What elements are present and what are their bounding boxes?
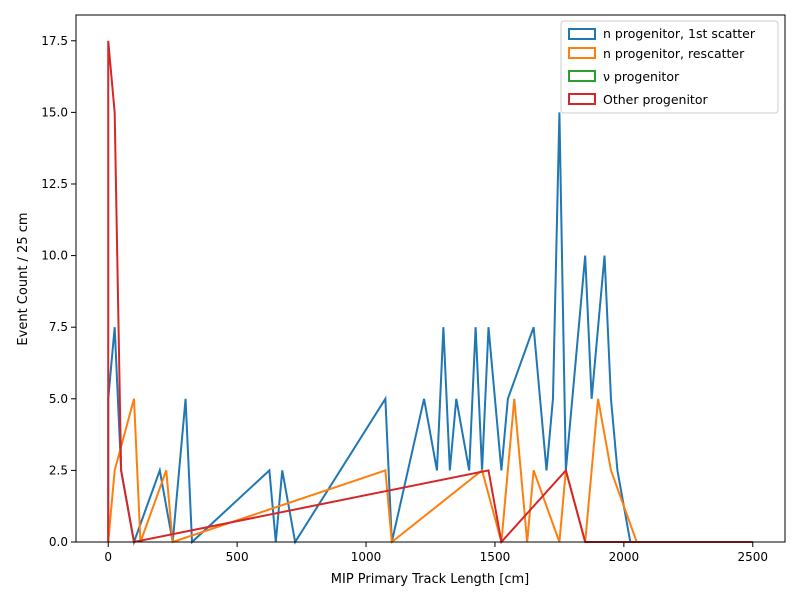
y-tick-label: 10.0 bbox=[41, 249, 68, 263]
x-ticks: 0 500 1000 1500 2000 2500 bbox=[104, 542, 768, 564]
legend-entry-n-1st-scatter: n progenitor, 1st scatter bbox=[568, 26, 756, 41]
legend-entry-n-rescatter: n progenitor, rescatter bbox=[568, 46, 745, 61]
y-tick-label: 15.0 bbox=[41, 105, 68, 119]
x-axis-label: MIP Primary Track Length [cm] bbox=[331, 572, 529, 587]
series-line-1 bbox=[107, 398, 753, 544]
y-tick-label: 17.5 bbox=[41, 34, 68, 48]
legend-entry-other-progenitor: Other progenitor bbox=[568, 92, 708, 107]
legend-entry-nu-progenitor: ν progenitor bbox=[568, 69, 680, 84]
y-ticks: 0.0 2.5 5.0 7.5 10.0 12.5 15.0 17.5 bbox=[41, 34, 76, 549]
x-tick-label: 2500 bbox=[737, 550, 768, 564]
legend: n progenitor, 1st scatter n progenitor, … bbox=[560, 20, 779, 114]
x-tick-label: 1000 bbox=[351, 550, 382, 564]
legend-swatch bbox=[568, 28, 596, 40]
y-tick-label: 12.5 bbox=[41, 177, 68, 191]
y-tick-label: 2.5 bbox=[49, 463, 68, 477]
legend-swatch bbox=[568, 93, 596, 105]
series-line-0 bbox=[107, 112, 753, 546]
legend-label: ν progenitor bbox=[603, 69, 680, 84]
y-axis-label: Event Count / 25 cm bbox=[16, 212, 31, 345]
x-tick-label: 500 bbox=[226, 550, 249, 564]
legend-label: n progenitor, 1st scatter bbox=[603, 26, 756, 41]
x-tick-label: 0 bbox=[104, 550, 112, 564]
x-tick-label: 2000 bbox=[609, 550, 640, 564]
x-tick-label: 1500 bbox=[480, 550, 511, 564]
plot-frame bbox=[75, 14, 786, 543]
y-tick-label: 5.0 bbox=[49, 392, 68, 406]
y-tick-label: 7.5 bbox=[49, 320, 68, 334]
axes bbox=[75, 14, 786, 543]
y-tick-label: 0.0 bbox=[49, 535, 68, 549]
legend-swatch bbox=[568, 70, 596, 82]
legend-swatch bbox=[568, 47, 596, 59]
legend-label: n progenitor, rescatter bbox=[603, 46, 745, 61]
legend-frame bbox=[560, 20, 779, 114]
legend-label: Other progenitor bbox=[603, 92, 708, 107]
plot-lines bbox=[107, 40, 753, 546]
series-line-3 bbox=[107, 40, 753, 545]
